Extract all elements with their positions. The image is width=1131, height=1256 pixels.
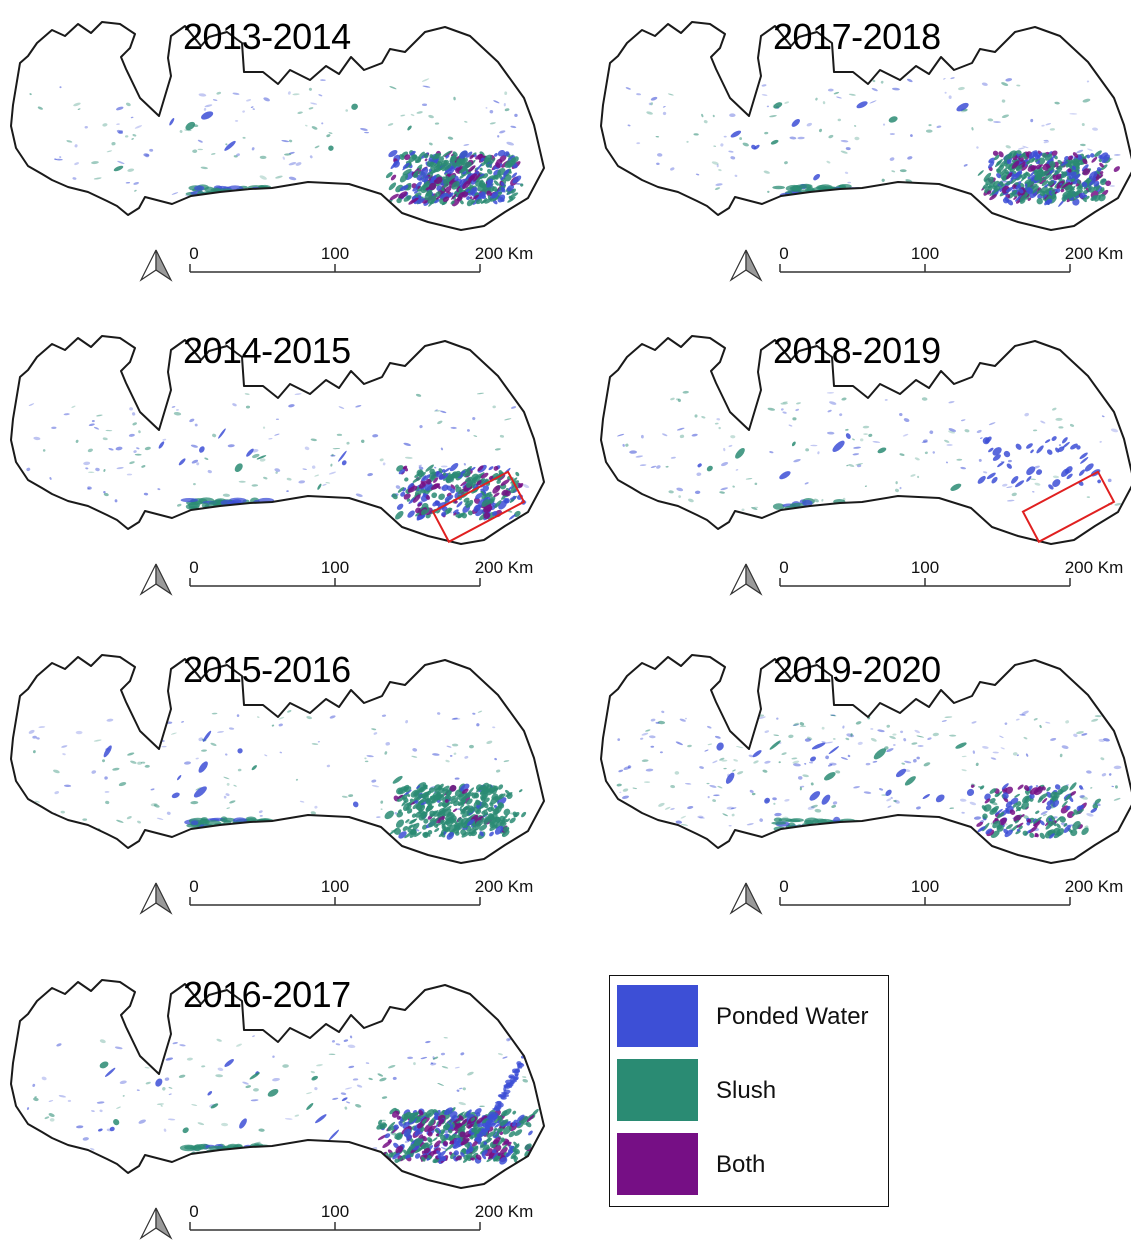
map-panel-2013-2014: 0 100 200 Km 2013-2014 xyxy=(8,8,553,298)
scale-tick-label: 0 xyxy=(189,1202,198,1221)
legend: Ponded Water Slush Both xyxy=(609,975,889,1207)
scale-bar: 0 100 200 Km xyxy=(779,244,1124,273)
scale-tick-label: 200 Km xyxy=(1065,877,1124,896)
melt-classification xyxy=(616,390,1122,513)
north-arrow-icon xyxy=(729,882,763,915)
legend-swatch xyxy=(617,1133,698,1195)
melt-classification xyxy=(24,392,530,521)
highlight-box xyxy=(431,470,526,544)
scale-tick-label: 100 xyxy=(321,877,349,896)
shelf-map: 0 100 200 Km xyxy=(10,979,545,1240)
ice-shelf-outline xyxy=(10,654,545,864)
shelf-map: 0 100 200 Km xyxy=(600,21,1131,282)
north-arrow-icon xyxy=(139,1207,173,1240)
panel-title: 2017-2018 xyxy=(773,16,941,57)
scale-tick-label: 200 Km xyxy=(475,1202,534,1221)
north-arrow-icon xyxy=(729,249,763,282)
legend-swatch xyxy=(617,985,698,1047)
legend-swatch xyxy=(617,1059,698,1121)
scale-tick-label: 200 Km xyxy=(1065,558,1124,577)
scale-bar: 0 100 200 Km xyxy=(189,244,534,273)
scale-tick-label: 100 xyxy=(321,1202,349,1221)
scale-tick-label: 0 xyxy=(779,558,788,577)
scale-tick-label: 0 xyxy=(779,877,788,896)
melt-classification xyxy=(625,77,1121,207)
scale-tick-label: 200 Km xyxy=(475,877,534,896)
ice-shelf-outline xyxy=(10,979,545,1189)
panel-title: 2018-2019 xyxy=(773,330,941,371)
melt-classification xyxy=(29,78,524,207)
legend-label: Ponded Water xyxy=(716,1003,869,1030)
scale-tick-label: 100 xyxy=(911,877,939,896)
map-panel-2016-2017: 0 100 200 Km 2016-2017 xyxy=(8,966,553,1256)
melt-classification xyxy=(26,1035,539,1165)
legend-item-both: Both xyxy=(617,1133,882,1195)
scale-bar: 0 100 200 Km xyxy=(189,877,534,906)
ice-shelf-outline xyxy=(10,335,545,545)
panel-title: 2016-2017 xyxy=(183,974,351,1015)
scale-tick-label: 200 Km xyxy=(475,244,534,263)
ice-shelf-outline xyxy=(600,654,1131,864)
north-arrow-icon xyxy=(139,563,173,596)
north-arrow-icon xyxy=(729,563,763,596)
scale-tick-label: 200 Km xyxy=(475,558,534,577)
map-panel-2017-2018: 0 100 200 Km 2017-2018 xyxy=(598,8,1131,298)
map-panel-2015-2016: 0 100 200 Km 2015-2016 xyxy=(8,641,553,931)
shelf-map: 0 100 200 Km xyxy=(600,654,1131,915)
panel-title: 2019-2020 xyxy=(773,649,941,690)
legend-label: Both xyxy=(716,1151,766,1178)
scale-bar: 0 100 200 Km xyxy=(779,877,1124,906)
map-panel-2018-2019: 0 100 200 Km 2018-2019 xyxy=(598,322,1131,612)
ice-shelf-outline xyxy=(600,335,1131,545)
scale-tick-label: 0 xyxy=(189,558,198,577)
scale-tick-label: 0 xyxy=(779,244,788,263)
scale-tick-label: 0 xyxy=(189,244,198,263)
scale-bar: 0 100 200 Km xyxy=(779,558,1124,587)
scale-tick-label: 100 xyxy=(911,244,939,263)
panel-title: 2015-2016 xyxy=(183,649,351,690)
map-panel-2014-2015: 0 100 200 Km 2014-2015 xyxy=(8,322,553,612)
scale-bar: 0 100 200 Km xyxy=(189,1202,534,1231)
melt-classification xyxy=(28,710,527,840)
scale-tick-label: 200 Km xyxy=(1065,244,1124,263)
scale-tick-label: 100 xyxy=(321,558,349,577)
north-arrow-icon xyxy=(139,882,173,915)
north-arrow-icon xyxy=(139,249,173,282)
shelf-map: 0 100 200 Km xyxy=(10,654,545,915)
highlight-box xyxy=(1021,470,1116,544)
scale-bar: 0 100 200 Km xyxy=(189,558,534,587)
ice-shelf-outline xyxy=(10,21,545,231)
shelf-map: 0 100 200 Km xyxy=(600,335,1131,596)
legend-item-slush: Slush xyxy=(617,1059,882,1121)
scale-tick-label: 0 xyxy=(189,877,198,896)
scale-tick-label: 100 xyxy=(321,244,349,263)
scale-tick-label: 100 xyxy=(911,558,939,577)
ice-shelf-outline xyxy=(600,21,1131,231)
legend-item-ponded-water: Ponded Water xyxy=(617,985,882,1047)
shelf-map: 0 100 200 Km xyxy=(10,335,545,596)
shelf-map: 0 100 200 Km xyxy=(10,21,545,282)
map-panel-2019-2020: 0 100 200 Km 2019-2020 xyxy=(598,641,1131,931)
legend-label: Slush xyxy=(716,1077,777,1104)
panel-title: 2013-2014 xyxy=(183,16,351,57)
panel-title: 2014-2015 xyxy=(183,330,351,371)
